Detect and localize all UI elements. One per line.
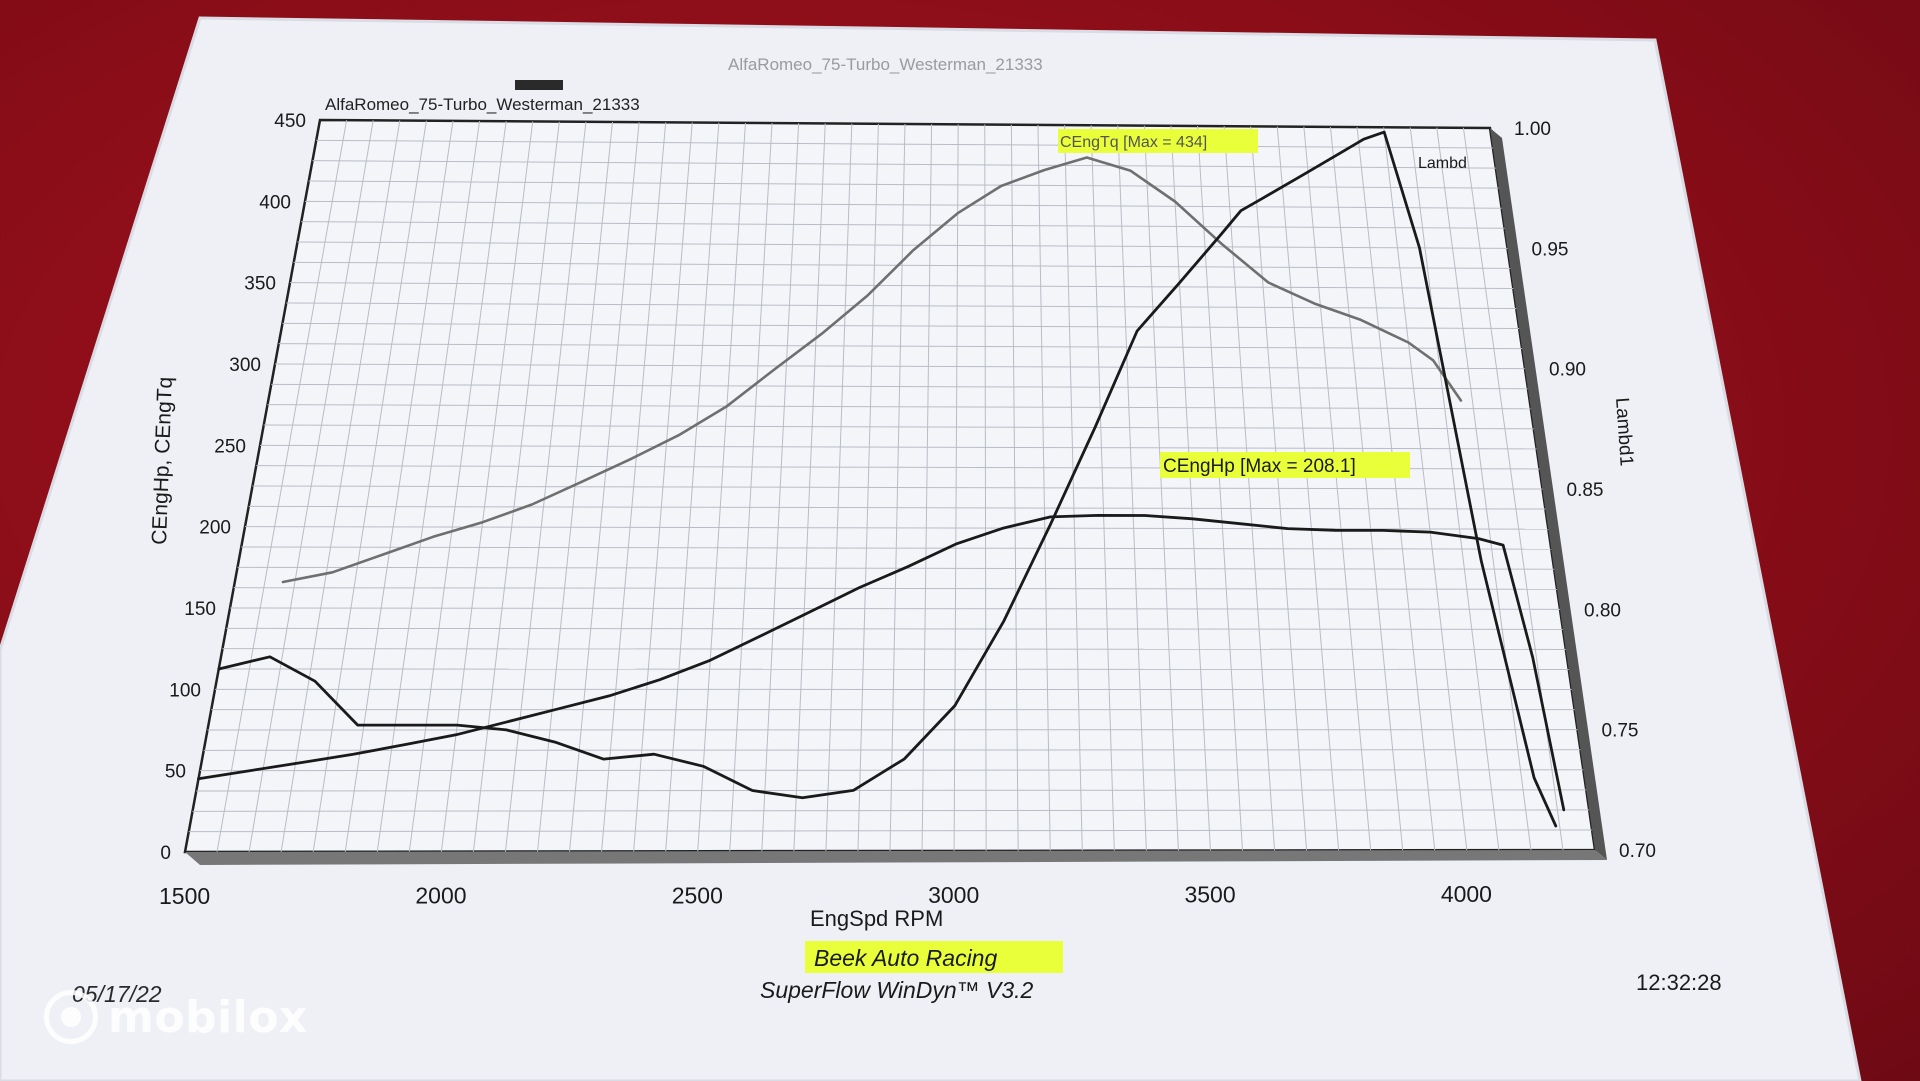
company-name: Beek Auto Racing bbox=[814, 945, 997, 971]
grid-line-horizontal bbox=[199, 769, 1584, 772]
x-tick-label: 1500 bbox=[159, 883, 210, 909]
y2-tick-label: 0.80 bbox=[1584, 600, 1621, 621]
tq-max-label: CEngTq [Max = 434] bbox=[1060, 134, 1207, 151]
grid-line-horizontal bbox=[259, 444, 1537, 450]
x-tick-label: 3500 bbox=[1184, 882, 1235, 908]
grid-line-horizontal bbox=[304, 200, 1502, 209]
series-line-lambd1 bbox=[217, 130, 1558, 828]
grid-line-horizontal bbox=[233, 587, 1558, 590]
x-tick-label: 2000 bbox=[415, 883, 466, 909]
grid-line-horizontal bbox=[252, 485, 1543, 490]
grid-line-horizontal bbox=[316, 139, 1493, 149]
grid-line-horizontal bbox=[271, 383, 1528, 390]
faded-title: AlfaRomeo_75-Turbo_Westerman_21333 bbox=[728, 55, 1043, 74]
grid-line-horizontal bbox=[192, 809, 1590, 812]
y-tick-label: 100 bbox=[169, 680, 201, 701]
x-axis-label: EngSpd RPM bbox=[810, 906, 943, 931]
chart-title: AlfaRomeo_75-Turbo_Westerman_21333 bbox=[325, 95, 640, 114]
y-tick-label: 450 bbox=[274, 111, 306, 132]
y-tick-label: 350 bbox=[244, 274, 276, 295]
y-tick-label: 250 bbox=[214, 436, 246, 457]
grid-line-horizontal bbox=[263, 424, 1534, 430]
y-tick-label: 50 bbox=[165, 762, 186, 783]
y2-tick-label: 0.90 bbox=[1549, 360, 1586, 381]
grid-line-horizontal bbox=[241, 546, 1552, 550]
x-tick-label: 3000 bbox=[928, 882, 979, 908]
y-tick-label: 400 bbox=[259, 192, 291, 213]
y2-tick-label: 0.95 bbox=[1532, 239, 1569, 260]
y2-axis-label: Lambd1 bbox=[1611, 397, 1637, 467]
grid-line-horizontal bbox=[297, 241, 1508, 249]
plot-shadow-right bbox=[1490, 128, 1607, 860]
series-line-cengtq bbox=[281, 156, 1463, 584]
header-tab-marker bbox=[515, 80, 563, 90]
hp-max-label: CEngHp [Max = 208.1] bbox=[1163, 456, 1356, 477]
y2-tick-label: 0.70 bbox=[1619, 841, 1656, 862]
company-highlight bbox=[805, 941, 1063, 973]
watermark: mobilox bbox=[44, 990, 308, 1044]
watermark-logo-icon bbox=[44, 990, 98, 1044]
y-tick-label: 150 bbox=[184, 599, 216, 620]
series-line-cenghp bbox=[197, 514, 1566, 812]
grid-line-horizontal bbox=[293, 261, 1511, 269]
grid-line-horizontal bbox=[248, 505, 1546, 510]
tq-max-highlight bbox=[1058, 129, 1258, 153]
grid-line-horizontal bbox=[278, 343, 1523, 350]
watermark-brand: mobilox bbox=[108, 991, 308, 1043]
tick-labels: 1500 2000 2500 3000 3500 4000 0 50 100 150 200 250 3… bbox=[159, 111, 1656, 909]
grid-line-horizontal bbox=[229, 607, 1561, 610]
series-lines bbox=[197, 130, 1566, 828]
grid-line-horizontal bbox=[308, 180, 1499, 189]
grid-line-horizontal bbox=[203, 749, 1581, 751]
plot-shadow-bottom bbox=[185, 850, 1607, 865]
y2-tick-label: 0.75 bbox=[1602, 721, 1639, 742]
y-tick-label: 200 bbox=[199, 518, 231, 539]
grid-line-horizontal bbox=[301, 221, 1505, 229]
print-time: 12:32:28 bbox=[1636, 970, 1722, 995]
y2-tick-label: 1.00 bbox=[1514, 119, 1551, 140]
grid-line-horizontal bbox=[188, 829, 1593, 833]
grid-line-horizontal bbox=[237, 566, 1555, 570]
software-name: SuperFlow WinDyn™ V3.2 bbox=[760, 977, 1034, 1003]
grid-line-horizontal bbox=[196, 789, 1587, 792]
grid-line-horizontal bbox=[289, 282, 1514, 289]
grid-line-horizontal bbox=[218, 668, 1569, 670]
x-tick-label: 4000 bbox=[1441, 881, 1492, 907]
hp-max-highlight bbox=[1160, 452, 1410, 478]
grid-line-horizontal bbox=[312, 160, 1496, 169]
grid-line-horizontal bbox=[274, 363, 1526, 370]
grid-line-horizontal bbox=[226, 627, 1563, 630]
y-tick-label: 0 bbox=[160, 843, 171, 864]
x-tick-label: 2500 bbox=[672, 882, 723, 908]
grid-line-horizontal bbox=[267, 404, 1531, 410]
grid-line-horizontal bbox=[282, 322, 1520, 330]
y-tick-label: 300 bbox=[229, 355, 261, 376]
lambda-end-label: Lambd bbox=[1418, 155, 1467, 172]
grid-line-horizontal bbox=[222, 648, 1566, 650]
grid-line-horizontal bbox=[286, 302, 1517, 309]
grid-lines bbox=[188, 120, 1593, 853]
y2-tick-label: 0.85 bbox=[1567, 480, 1604, 501]
